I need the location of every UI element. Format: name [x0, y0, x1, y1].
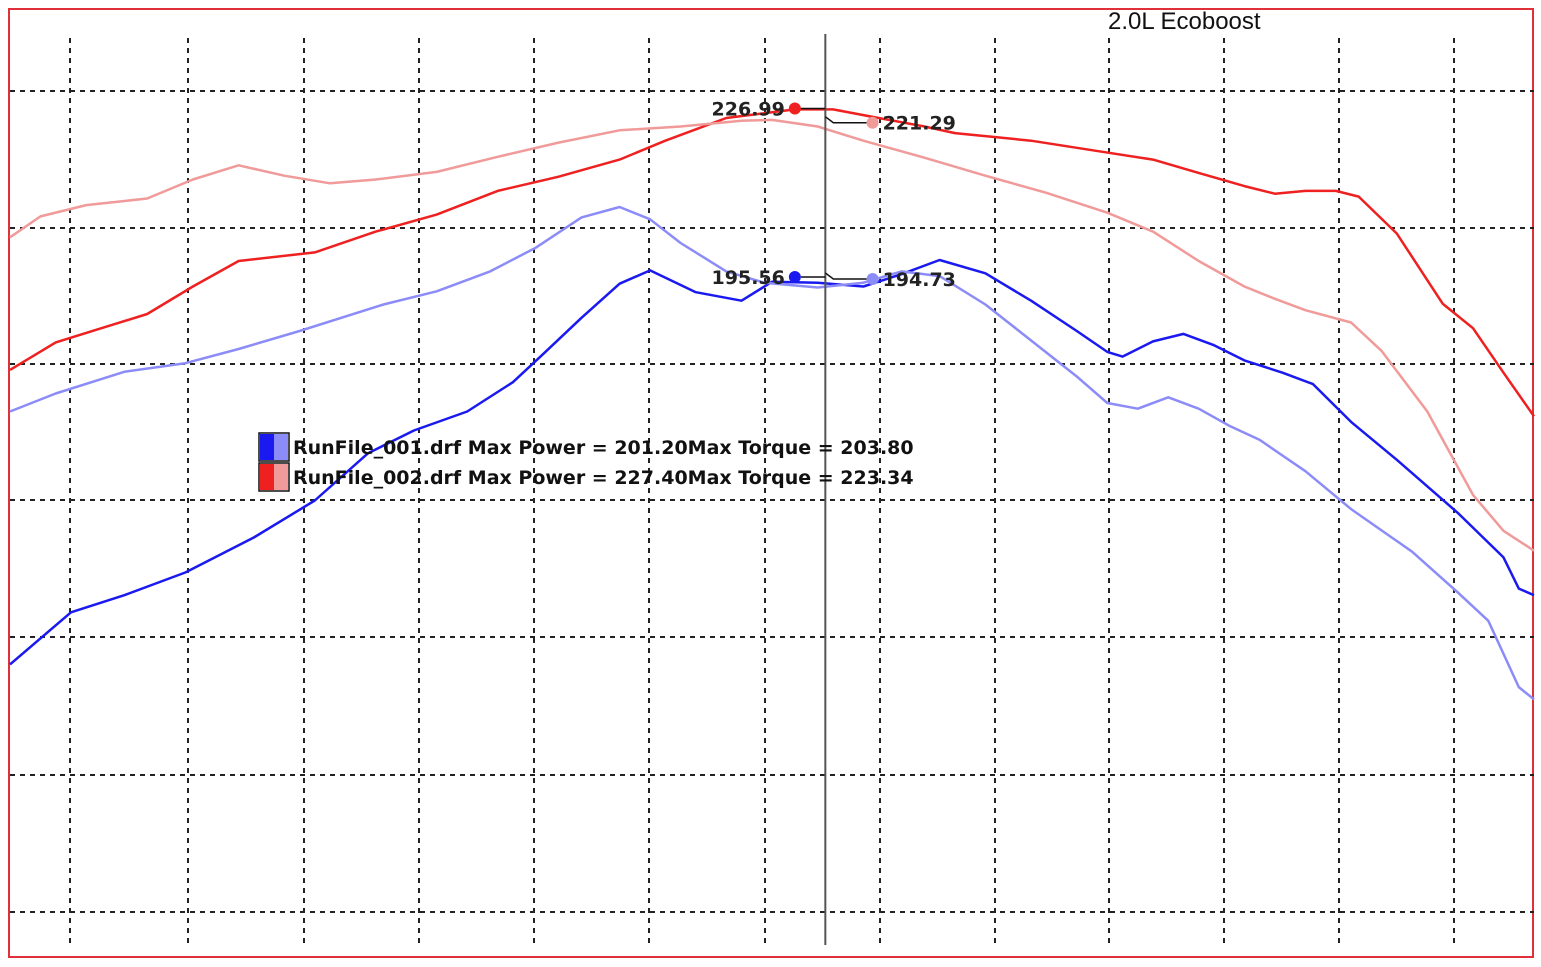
marker-connector	[824, 272, 867, 280]
value-markers: 195.56 194.73 226.99 221.29	[712, 98, 956, 290]
legend-swatch-light	[274, 434, 288, 460]
legend-swatch-frame	[258, 432, 290, 462]
series-line-1	[9, 258, 1535, 666]
marker-label: 195.56	[712, 267, 785, 289]
marker-label: 194.73	[883, 269, 956, 291]
marker-dot	[788, 271, 801, 284]
legend-entry-text: RunFile_002.drf Max Power = 227.40Max To…	[293, 467, 914, 489]
series-line-2	[9, 205, 1535, 701]
legend-swatch-dark	[260, 464, 274, 490]
marker-label: 226.99	[712, 98, 785, 120]
legend-swatch-light	[274, 464, 288, 490]
legend-swatch-dark	[260, 434, 274, 460]
marker-connector	[824, 116, 867, 124]
marker-dot	[866, 116, 879, 129]
marker-label: 221.29	[883, 113, 956, 135]
chart-frame	[8, 8, 1534, 958]
marker-dot	[866, 272, 879, 285]
legend-swatch-frame	[258, 462, 290, 492]
grid	[10, 38, 1534, 945]
chart-title: 2.0L Ecoboost	[1108, 8, 1261, 35]
marker-dot	[788, 102, 801, 115]
legend: RunFile_001.drf Max Power = 201.20Max To…	[258, 432, 914, 492]
series-line-4	[9, 118, 1535, 552]
legend-entry-text: RunFile_001.drf Max Power = 201.20Max To…	[293, 437, 914, 459]
series-lines	[9, 108, 1536, 701]
series-line-3	[9, 108, 1536, 418]
